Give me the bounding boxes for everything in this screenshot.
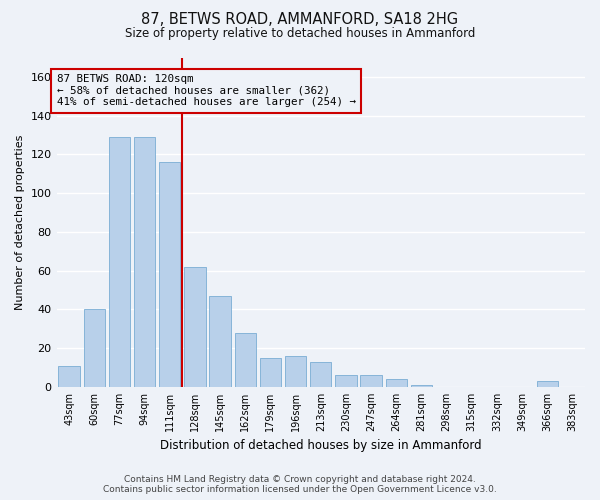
Text: Contains HM Land Registry data © Crown copyright and database right 2024.
Contai: Contains HM Land Registry data © Crown c… xyxy=(103,474,497,494)
Bar xyxy=(361,376,382,387)
Bar xyxy=(310,362,331,387)
Bar xyxy=(260,358,281,387)
Text: 87, BETWS ROAD, AMMANFORD, SA18 2HG: 87, BETWS ROAD, AMMANFORD, SA18 2HG xyxy=(142,12,458,28)
Bar xyxy=(184,267,206,387)
Bar xyxy=(58,366,80,387)
Bar xyxy=(134,137,155,387)
Bar xyxy=(285,356,307,387)
Text: Size of property relative to detached houses in Ammanford: Size of property relative to detached ho… xyxy=(125,28,475,40)
Bar xyxy=(209,296,231,387)
Bar xyxy=(386,379,407,387)
Bar xyxy=(159,162,181,387)
Bar xyxy=(109,137,130,387)
Y-axis label: Number of detached properties: Number of detached properties xyxy=(15,134,25,310)
Bar xyxy=(411,385,432,387)
Bar xyxy=(536,381,558,387)
Text: 87 BETWS ROAD: 120sqm
← 58% of detached houses are smaller (362)
41% of semi-det: 87 BETWS ROAD: 120sqm ← 58% of detached … xyxy=(56,74,356,107)
X-axis label: Distribution of detached houses by size in Ammanford: Distribution of detached houses by size … xyxy=(160,440,482,452)
Bar xyxy=(83,310,105,387)
Bar xyxy=(335,376,356,387)
Bar xyxy=(235,332,256,387)
